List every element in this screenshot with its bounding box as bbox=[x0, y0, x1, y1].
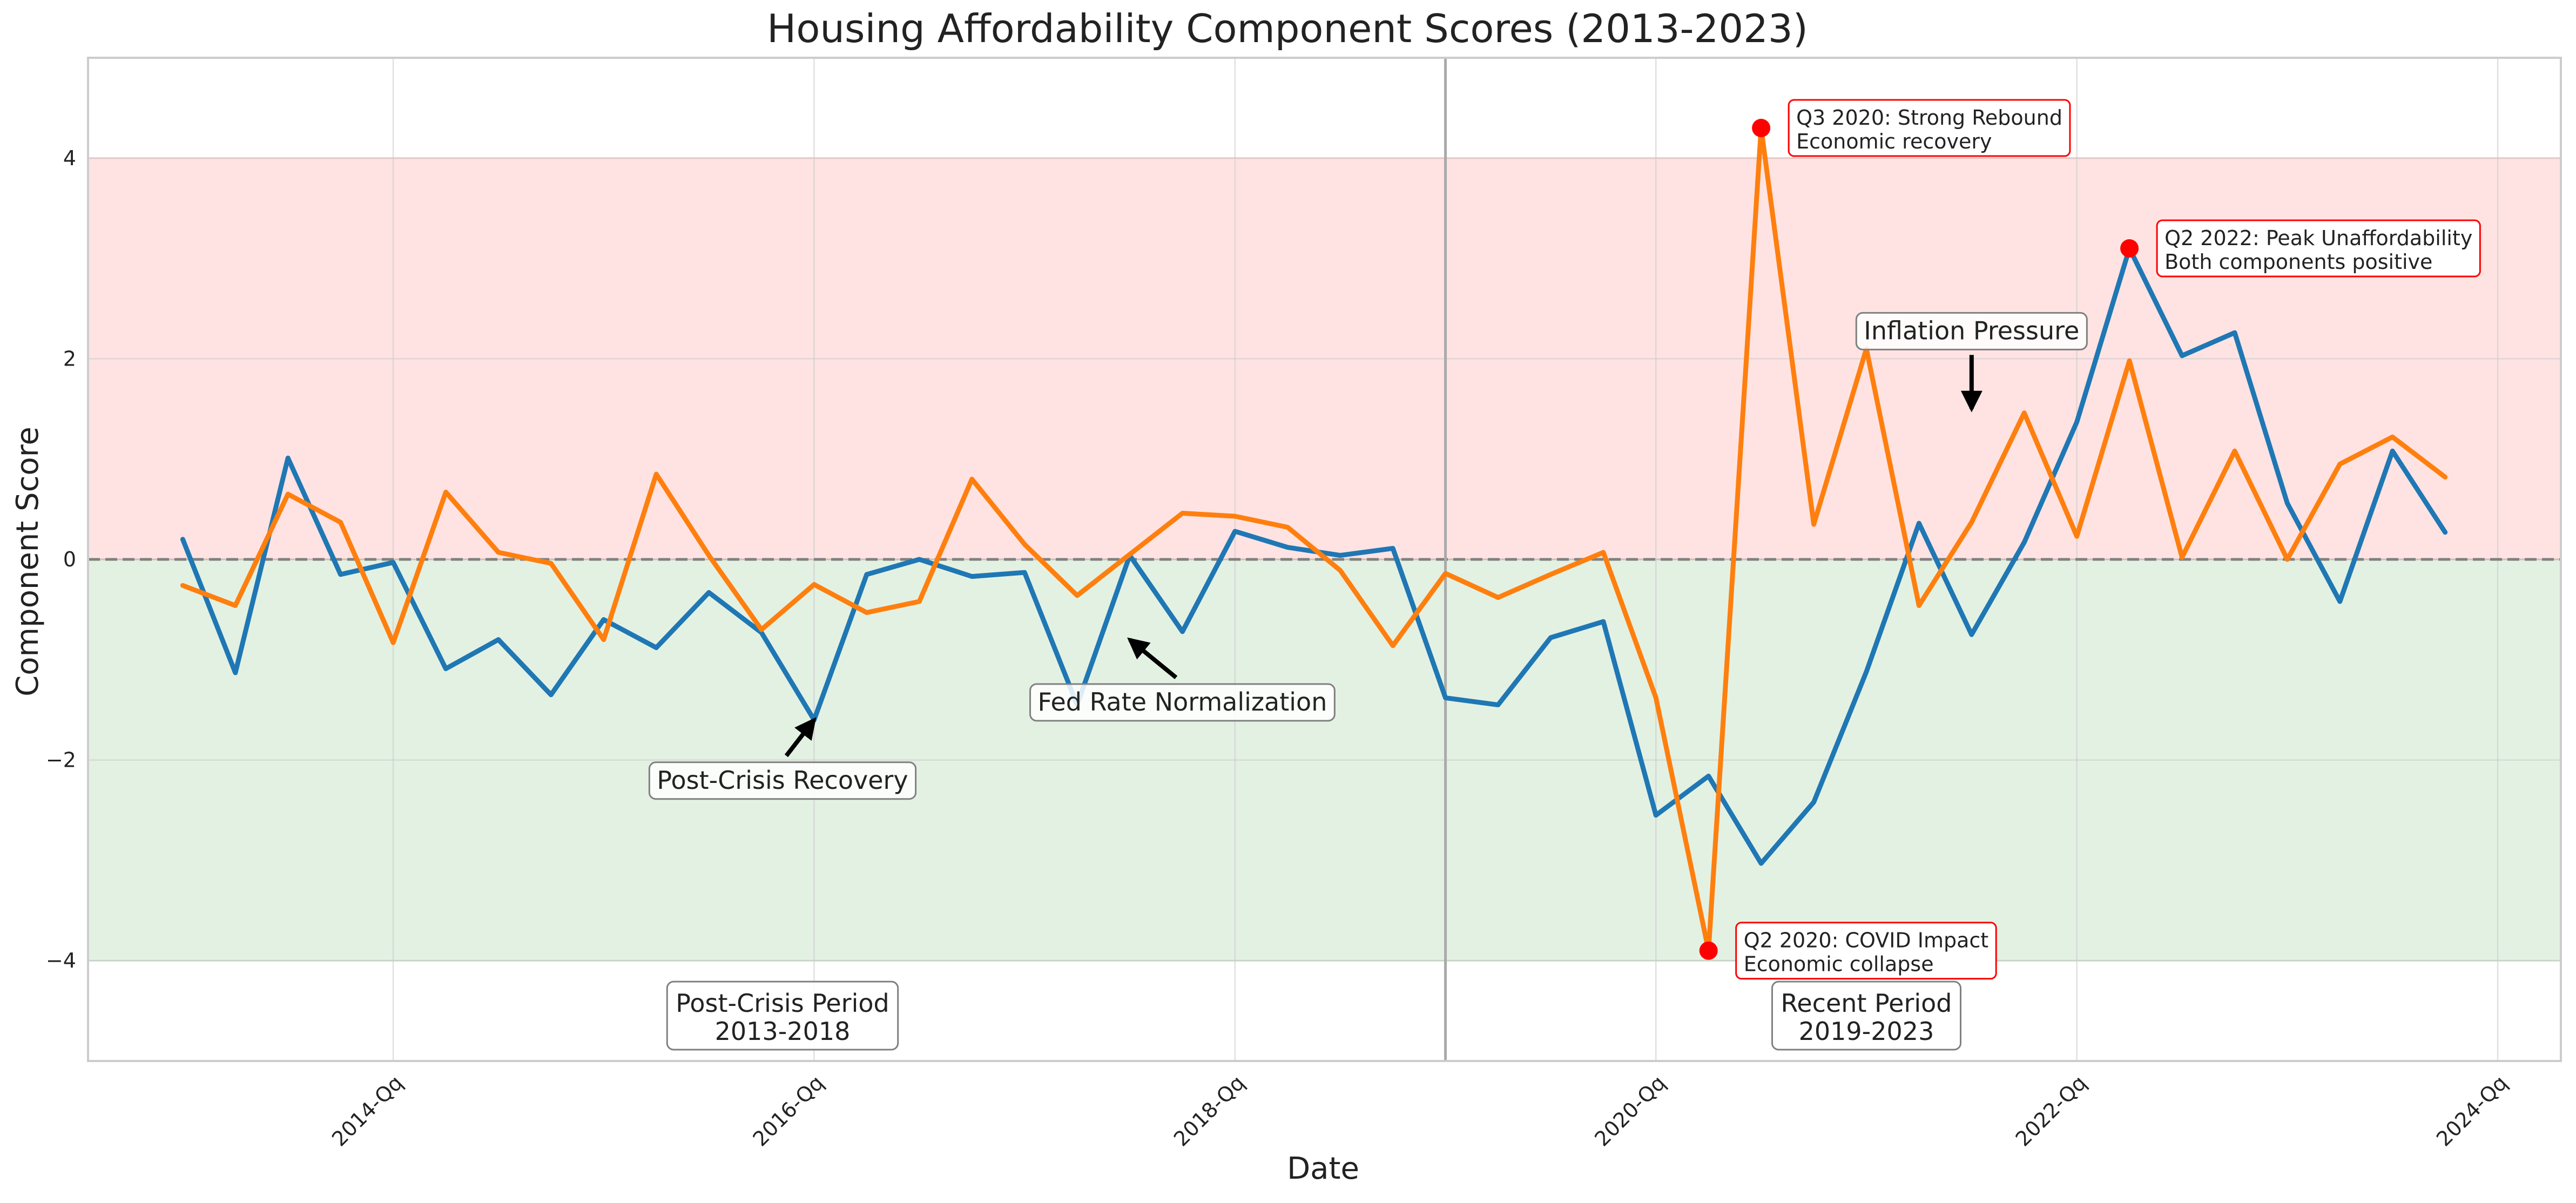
callout-line-2: Both components positive bbox=[2164, 250, 2432, 274]
callout-line-1: Q2 2022: Peak Unaffordability bbox=[2164, 226, 2472, 250]
period-label-years: 2013-2018 bbox=[715, 1017, 851, 1046]
chart-title: Housing Affordability Component Scores (… bbox=[767, 6, 1808, 51]
callout-line-1: Q3 2020: Strong Rebound bbox=[1796, 106, 2062, 130]
period-label-box bbox=[1771, 981, 1962, 1051]
y-axis-label: Component Score bbox=[10, 427, 45, 697]
x-tick-label: 2024-Qq bbox=[2432, 1071, 2512, 1151]
callout-box bbox=[2156, 219, 2481, 278]
annotation-text: Post-Crisis Recovery bbox=[657, 766, 908, 795]
period-label-name: Recent Period bbox=[1781, 989, 1952, 1018]
y-tick-label: −4 bbox=[46, 949, 76, 972]
x-tick-label: 2018-Qq bbox=[1169, 1071, 1249, 1151]
annotation-box bbox=[648, 761, 917, 800]
plot-frame bbox=[87, 57, 2562, 1062]
highlight-point bbox=[1699, 941, 1718, 960]
period-label-name: Post-Crisis Period bbox=[676, 989, 889, 1018]
annotation-text: Inflation Pressure bbox=[1864, 316, 2079, 345]
annotation-text: Fed Rate Normalization bbox=[1038, 687, 1327, 717]
highlight-point bbox=[2120, 239, 2139, 258]
y-tick-label: 4 bbox=[63, 146, 76, 170]
x-tick-label: 2014-Qq bbox=[327, 1071, 407, 1151]
callout-line-1: Q2 2020: COVID Impact bbox=[1744, 929, 1989, 952]
arrow-annotation: Post-Crisis Recovery bbox=[648, 717, 917, 800]
arrow-annotation: Inflation Pressure bbox=[1855, 312, 2088, 413]
x-tick-label: 2022-Qq bbox=[2011, 1071, 2091, 1151]
highlight-point bbox=[1752, 119, 1771, 138]
x-tick-label: 2020-Qq bbox=[1590, 1071, 1670, 1151]
period-label-years: 2019-2023 bbox=[1799, 1017, 1934, 1046]
callout-box bbox=[1735, 922, 1997, 980]
annotation-arrow bbox=[1127, 637, 1178, 679]
y-tick-label: 0 bbox=[63, 548, 76, 571]
period-label-box bbox=[666, 981, 899, 1051]
callout-box bbox=[1788, 99, 2071, 157]
annotation-arrow bbox=[784, 717, 817, 758]
x-axis-label: Date bbox=[1287, 1151, 1359, 1186]
series-line-2 bbox=[180, 125, 2448, 954]
y-tick-label: 2 bbox=[63, 347, 76, 370]
x-tick-label: 2016-Qq bbox=[748, 1071, 828, 1151]
callout-line-2: Economic recovery bbox=[1796, 130, 1992, 153]
arrow-annotation: Fed Rate Normalization bbox=[1029, 637, 1336, 722]
annotation-box bbox=[1029, 683, 1336, 722]
y-tick-label: −2 bbox=[46, 748, 76, 772]
annotation-box bbox=[1855, 312, 2088, 350]
callout-line-2: Economic collapse bbox=[1744, 952, 1934, 976]
